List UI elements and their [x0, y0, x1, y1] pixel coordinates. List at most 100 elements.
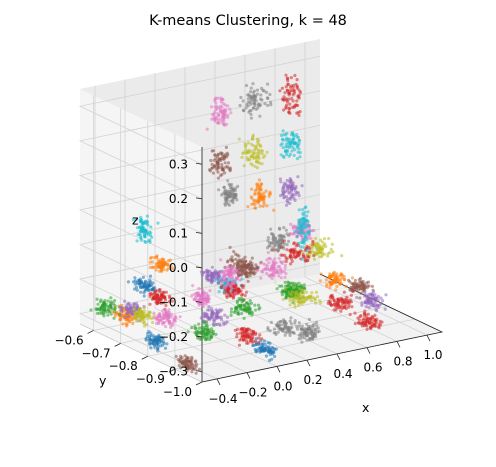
cluster-33-point	[154, 297, 158, 301]
cluster-0-point	[287, 97, 291, 101]
cluster-17-point	[342, 290, 346, 294]
cluster-1-point	[253, 97, 257, 102]
cluster-40-point	[238, 278, 242, 282]
y-tick-mark	[114, 342, 121, 347]
cluster-37-point	[150, 317, 154, 321]
cluster-27-point	[214, 316, 218, 320]
cluster-21-point	[358, 284, 362, 288]
cluster-4-point	[251, 133, 255, 137]
cluster-23-point	[289, 326, 293, 330]
cluster-2-point	[222, 113, 226, 117]
cluster-26-point	[205, 292, 209, 296]
cluster-11-point	[265, 264, 270, 268]
cluster-3-point	[293, 141, 297, 145]
cluster-20-point	[375, 309, 379, 313]
cluster-28-point	[245, 341, 249, 345]
cluster-6-point	[288, 184, 292, 189]
cluster-15-point	[230, 255, 234, 259]
cluster-16-point	[302, 291, 306, 295]
cluster-1-point	[264, 90, 269, 94]
cluster-14-point	[315, 249, 320, 253]
cluster-27-point	[225, 315, 230, 319]
cluster-28-point	[235, 332, 239, 336]
cluster-14-point	[340, 254, 344, 258]
cluster-25-point	[238, 290, 242, 294]
cluster-7-point	[246, 205, 250, 209]
z-tick-mark	[195, 197, 203, 200]
cluster-15-point	[247, 267, 251, 271]
cluster-46-point	[254, 350, 259, 354]
cluster-25-point	[226, 289, 230, 293]
cluster-20-point	[363, 294, 367, 298]
cluster-8-point	[226, 193, 230, 197]
cluster-40-point	[232, 270, 237, 274]
cluster-42-point	[211, 275, 215, 279]
cluster-24-point	[247, 311, 251, 315]
cluster-4-point	[237, 137, 241, 141]
cluster-0-point	[290, 97, 294, 101]
cluster-33-point	[160, 296, 165, 300]
cluster-7-point	[257, 191, 261, 195]
cluster-14-point	[318, 251, 322, 255]
cluster-23-point	[283, 333, 287, 337]
cluster-41-point	[307, 317, 311, 321]
x-tick-label: −0.4	[208, 392, 237, 406]
cluster-1-point	[263, 102, 267, 106]
cluster-10-point	[285, 248, 289, 252]
cluster-28-point	[260, 337, 264, 341]
cluster-32-point	[110, 307, 114, 311]
cluster-9-point	[301, 257, 305, 261]
cluster-34-point	[142, 291, 146, 295]
cluster-22-point	[348, 312, 352, 317]
cluster-34-point	[135, 288, 139, 292]
cluster-15-point	[243, 255, 247, 259]
z-tick-mark	[195, 232, 203, 234]
cluster-7-point	[257, 178, 262, 182]
gridline-z	[78, 55, 321, 165]
cluster-30-point	[152, 311, 156, 315]
cluster-20-point	[370, 293, 374, 297]
cluster-1-point	[249, 116, 253, 120]
cluster-16-point	[294, 296, 298, 300]
cluster-19-point	[319, 272, 323, 276]
cluster-32-point	[97, 311, 102, 315]
cluster-5-point	[213, 153, 217, 157]
cluster-37-point	[134, 317, 138, 321]
cluster-23-point	[288, 319, 292, 323]
cluster-46-point	[268, 341, 272, 345]
cluster-9-point	[307, 223, 311, 228]
cluster-36-point	[190, 370, 194, 374]
cluster-10-point	[291, 248, 295, 253]
cluster-15-point	[228, 245, 232, 249]
cluster-17-point	[332, 308, 336, 312]
cluster-41-point	[299, 333, 303, 337]
cluster-24-point	[240, 307, 244, 311]
cluster-30-point	[165, 316, 169, 320]
cluster-30-point	[155, 315, 159, 319]
cluster-26-point	[190, 294, 194, 298]
cluster-32-point	[112, 307, 117, 311]
cluster-21-point	[353, 286, 358, 290]
cluster-39-point	[135, 217, 139, 221]
cluster-14-point	[314, 236, 318, 240]
cluster-23-point	[281, 329, 285, 333]
cluster-9-point	[297, 208, 301, 212]
cluster-35-point	[149, 346, 153, 350]
cluster-11-point	[268, 274, 272, 279]
cluster-32-point	[109, 301, 113, 305]
cluster-23-point	[288, 333, 292, 337]
gridline-x	[154, 73, 278, 367]
cluster-0-point	[280, 86, 284, 90]
cluster-33-point	[155, 293, 159, 297]
cluster-16-point	[314, 301, 318, 305]
cluster-16-point	[314, 290, 318, 294]
cluster-10-point	[272, 248, 276, 252]
cluster-1-point	[266, 103, 270, 107]
cluster-12-point	[284, 228, 288, 232]
cluster-24-point	[242, 305, 246, 309]
cluster-0-point	[287, 91, 291, 95]
cluster-9-point	[293, 229, 297, 233]
cluster-26-point	[197, 297, 201, 301]
cluster-6-point	[279, 180, 283, 184]
cluster-35-point	[161, 336, 165, 340]
